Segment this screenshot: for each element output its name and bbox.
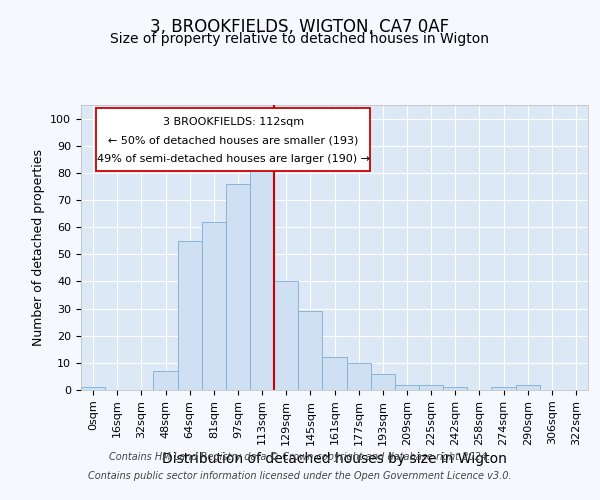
Bar — [347, 363, 371, 390]
Bar — [274, 282, 298, 390]
Text: 49% of semi-detached houses are larger (190) →: 49% of semi-detached houses are larger (… — [97, 154, 370, 164]
Y-axis label: Number of detached properties: Number of detached properties — [32, 149, 45, 346]
Bar — [298, 312, 322, 390]
Bar — [154, 371, 178, 390]
Text: Contains public sector information licensed under the Open Government Licence v3: Contains public sector information licen… — [88, 471, 512, 481]
Bar — [371, 374, 395, 390]
Text: 3, BROOKFIELDS, WIGTON, CA7 0AF: 3, BROOKFIELDS, WIGTON, CA7 0AF — [151, 18, 449, 36]
Bar — [322, 358, 347, 390]
FancyBboxPatch shape — [96, 108, 370, 170]
Bar — [419, 384, 443, 390]
Text: ← 50% of detached houses are smaller (193): ← 50% of detached houses are smaller (19… — [108, 136, 358, 145]
Bar — [515, 384, 540, 390]
Bar — [178, 240, 202, 390]
X-axis label: Distribution of detached houses by size in Wigton: Distribution of detached houses by size … — [162, 452, 507, 466]
Bar — [491, 388, 515, 390]
Text: 3 BROOKFIELDS: 112sqm: 3 BROOKFIELDS: 112sqm — [163, 116, 304, 126]
Bar — [202, 222, 226, 390]
Bar — [250, 168, 274, 390]
Bar — [443, 388, 467, 390]
Bar — [395, 384, 419, 390]
Bar — [226, 184, 250, 390]
Bar — [81, 388, 105, 390]
Text: Contains HM Land Registry data © Crown copyright and database right 2024.: Contains HM Land Registry data © Crown c… — [109, 452, 491, 462]
Text: Size of property relative to detached houses in Wigton: Size of property relative to detached ho… — [110, 32, 490, 46]
